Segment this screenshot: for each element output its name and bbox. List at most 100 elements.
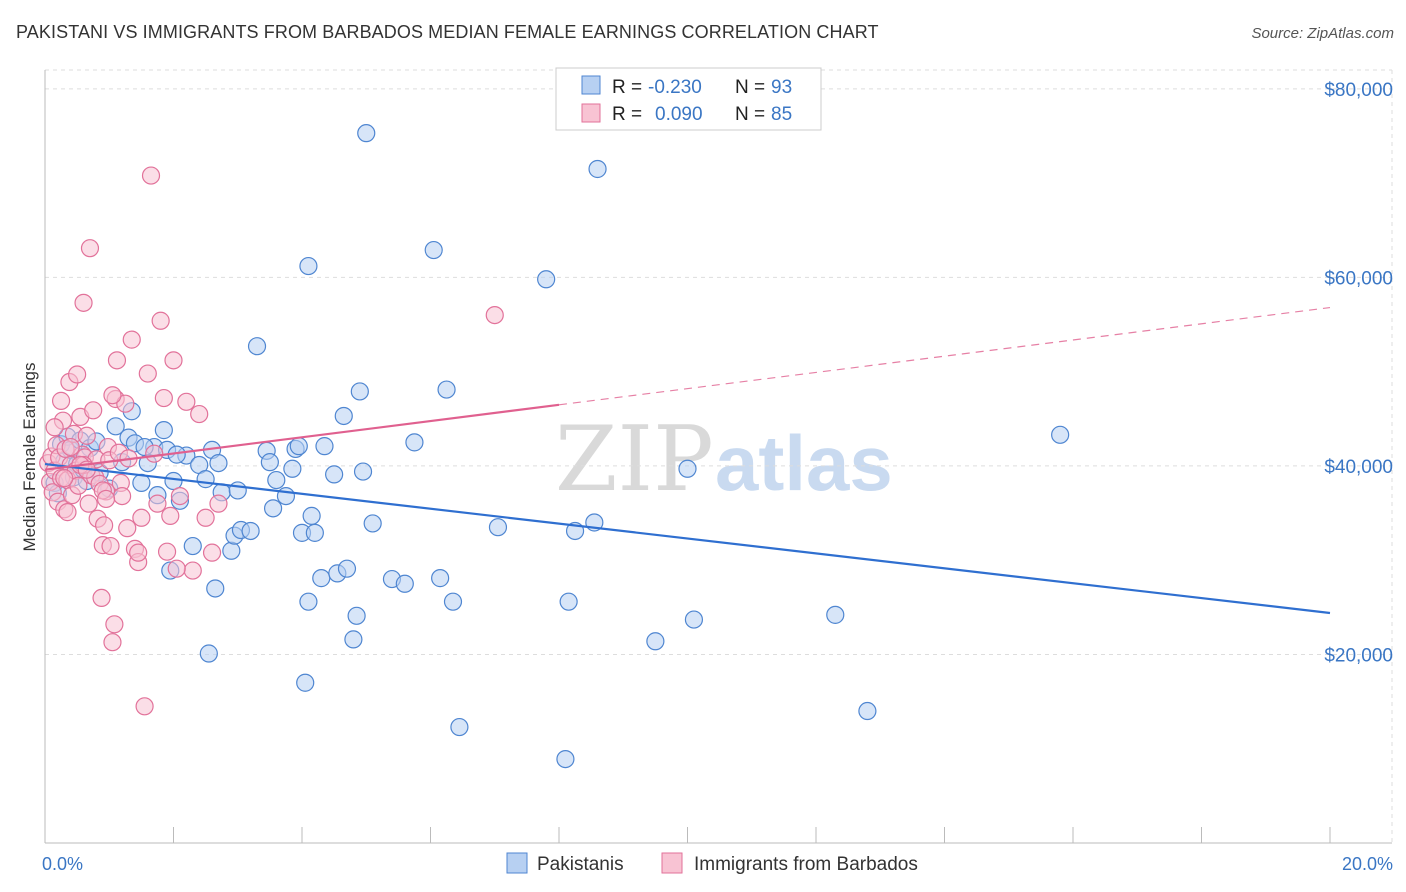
legend-r-value: -0.230 [648,77,702,98]
point-pakistanis [488,518,508,537]
point-pakistanis [312,569,331,588]
point-barbados [95,516,114,535]
point-barbados [129,543,148,562]
point-barbados [170,486,190,506]
point-pakistanis [344,630,363,649]
point-barbados [105,615,124,634]
legend-n-value: 85 [771,104,792,125]
point-pakistanis [299,592,318,611]
legend-n-label: N = [735,104,765,125]
watermark: ZIP atlas [555,407,893,512]
point-pakistanis [325,465,344,484]
point-barbados [485,305,504,325]
point-pakistanis [289,437,308,456]
point-barbados [209,494,228,513]
y-tick-label: $20,000 [1324,645,1393,666]
point-barbados [80,239,100,258]
point-pakistanis [247,337,267,356]
point-barbados [167,559,186,578]
point-pakistanis [363,514,382,533]
trend-line-pakistanis [44,462,1331,615]
point-barbados [68,365,87,384]
trend-line-barbados-extension [558,306,1331,406]
point-barbados [190,404,209,424]
point-pakistanis [263,499,283,518]
series-legend: Pakistanis Immigrants from Barbados [506,852,918,875]
point-barbados [164,351,183,370]
point-pakistanis [450,717,469,737]
x-tick-label: 20.0% [1342,854,1393,874]
series-barbados [39,166,504,716]
point-pakistanis [405,433,424,452]
y-tick-label: $40,000 [1324,457,1393,478]
point-barbados [55,469,74,488]
point-pakistanis [209,453,228,473]
point-barbados [92,588,111,608]
legend-swatch-blue [581,75,601,95]
point-barbados [112,486,132,506]
y-tick-label: $60,000 [1324,268,1393,289]
legend-label-barbados: Immigrants from Barbados [694,854,918,875]
point-pakistanis [350,382,369,401]
point-barbados [79,494,98,513]
legend-r-value: 0.090 [655,104,703,125]
point-barbados [138,364,157,383]
point-pakistanis [183,536,202,556]
point-barbados [202,543,222,562]
legend-label-pakistanis: Pakistanis [537,854,624,875]
point-pakistanis [337,559,357,578]
point-pakistanis [305,523,324,542]
point-pakistanis [684,610,704,629]
point-barbados [77,426,96,445]
point-pakistanis [164,471,183,491]
point-barbados [118,519,137,538]
point-barbados [103,633,122,652]
legend-swatch-pink [581,103,601,123]
point-pakistanis [260,453,279,472]
point-pakistanis [559,592,578,611]
trend-lines [44,306,1331,615]
point-pakistanis [334,406,353,426]
point-barbados [154,388,173,408]
point-pakistanis [1051,425,1070,444]
point-barbados [58,503,77,522]
legend-r-label: R = [612,104,642,125]
chart-title: PAKISTANI VS IMMIGRANTS FROM BARBADOS ME… [16,22,879,42]
point-pakistanis [353,462,373,481]
point-barbados [148,494,167,513]
point-pakistanis [296,673,315,692]
point-barbados [145,444,164,463]
point-pakistanis [347,606,366,625]
x-tick-label: 0.0% [42,854,83,874]
point-pakistanis [267,470,286,490]
series-pakistanis [45,124,1070,769]
point-pakistanis [106,417,125,436]
point-barbados [51,391,71,410]
y-tick-labels: $20,000 $40,000 $60,000 $80,000 [1324,80,1393,667]
point-pakistanis [678,459,697,478]
point-barbados [116,394,135,413]
point-pakistanis [299,256,318,276]
point-barbados [177,392,196,411]
legend-n-label: N = [735,77,765,98]
point-barbados [96,489,116,509]
point-pakistanis [302,506,321,525]
y-tick-label: $80,000 [1324,80,1393,101]
point-pakistanis [222,541,241,560]
point-barbados [196,508,215,527]
point-pakistanis [228,481,247,500]
x-tick-labels: 0.0% 20.0% [42,854,1393,874]
point-barbados [74,293,93,312]
source-credit: Source: ZipAtlas.com [1251,25,1394,42]
watermark-zip: ZIP [555,407,714,512]
point-barbados [122,330,141,349]
point-pakistanis [588,159,607,179]
correlation-legend: R = -0.230 N = 93 R = 0.090 N = 85 [555,67,822,131]
point-pakistanis [199,644,218,663]
point-pakistanis [241,521,260,541]
point-pakistanis [206,579,225,598]
point-pakistanis [437,380,456,399]
point-barbados [183,561,202,580]
point-barbados [151,311,170,330]
point-pakistanis [858,701,877,721]
